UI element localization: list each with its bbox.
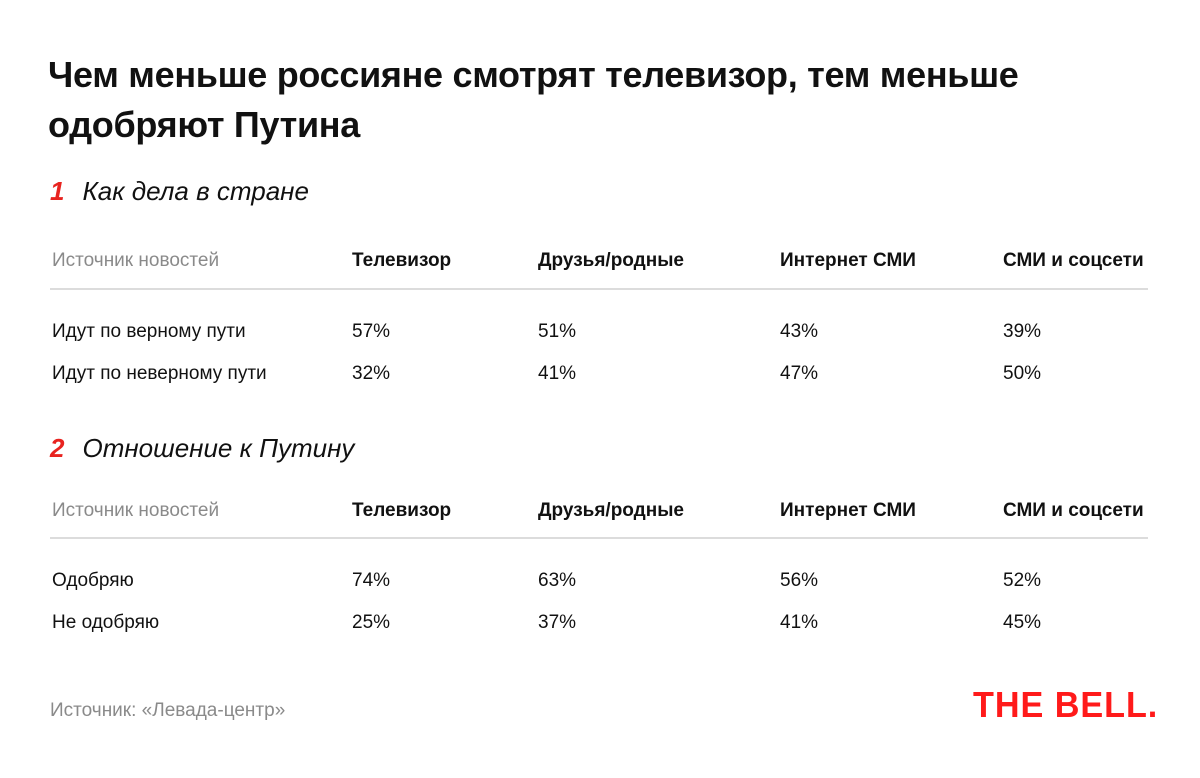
table-cell-value: 57% — [352, 321, 391, 342]
column-header: СМИ и соцсети — [1003, 500, 1144, 521]
column-header: Телевизор — [352, 500, 452, 521]
table-cell-value: 39% — [1003, 321, 1042, 342]
section-title-text: Отношение к Путину — [82, 433, 355, 463]
table-cell-value: 41% — [538, 363, 577, 384]
the-bell-logo: THE BELL. — [973, 684, 1159, 725]
section-title-2: 2 Отношение к Путину — [50, 433, 354, 464]
table-cell-value: 25% — [352, 612, 391, 633]
column-header: Друзья/родные — [538, 250, 684, 271]
source-note: Источник: «Левада-центр» — [50, 700, 286, 721]
table-cell-value: 50% — [1003, 363, 1042, 384]
row-label: Одобряю — [52, 570, 134, 591]
column-header-source: Источник новостей — [52, 500, 220, 521]
column-header: Друзья/родные — [538, 500, 684, 521]
table-cell-value: 45% — [1003, 612, 1042, 633]
column-header: Интернет СМИ — [780, 500, 916, 521]
header-divider — [50, 537, 1148, 539]
table-cell-value: 32% — [352, 363, 391, 384]
table-cell-value: 63% — [538, 570, 577, 591]
row-label: Идут по верному пути — [52, 321, 246, 342]
table-cell-value: 43% — [780, 321, 819, 342]
table-cell-value: 47% — [780, 363, 819, 384]
table-cell-value: 56% — [780, 570, 819, 591]
column-header: Телевизор — [352, 250, 452, 271]
section-title-text: Как дела в стране — [82, 176, 309, 206]
table-cell-value: 51% — [538, 321, 577, 342]
table-cell-value: 41% — [780, 612, 819, 633]
table-cell-value: 74% — [352, 570, 391, 591]
table-cell-value: 37% — [538, 612, 577, 633]
section-title-1: 1 Как дела в стране — [50, 176, 309, 207]
section-number: 1 — [50, 176, 65, 206]
row-label: Идут по неверному пути — [52, 363, 267, 384]
page-title: Чем меньше россияне смотрят телевизор, т… — [48, 54, 1019, 145]
header-divider — [50, 288, 1148, 290]
column-header: СМИ и соцсети — [1003, 250, 1144, 271]
section-number: 2 — [50, 433, 65, 463]
table-cell-value: 52% — [1003, 570, 1042, 591]
column-header: Интернет СМИ — [780, 250, 916, 271]
column-header-source: Источник новостей — [52, 250, 220, 271]
row-label: Не одобряю — [52, 612, 160, 633]
